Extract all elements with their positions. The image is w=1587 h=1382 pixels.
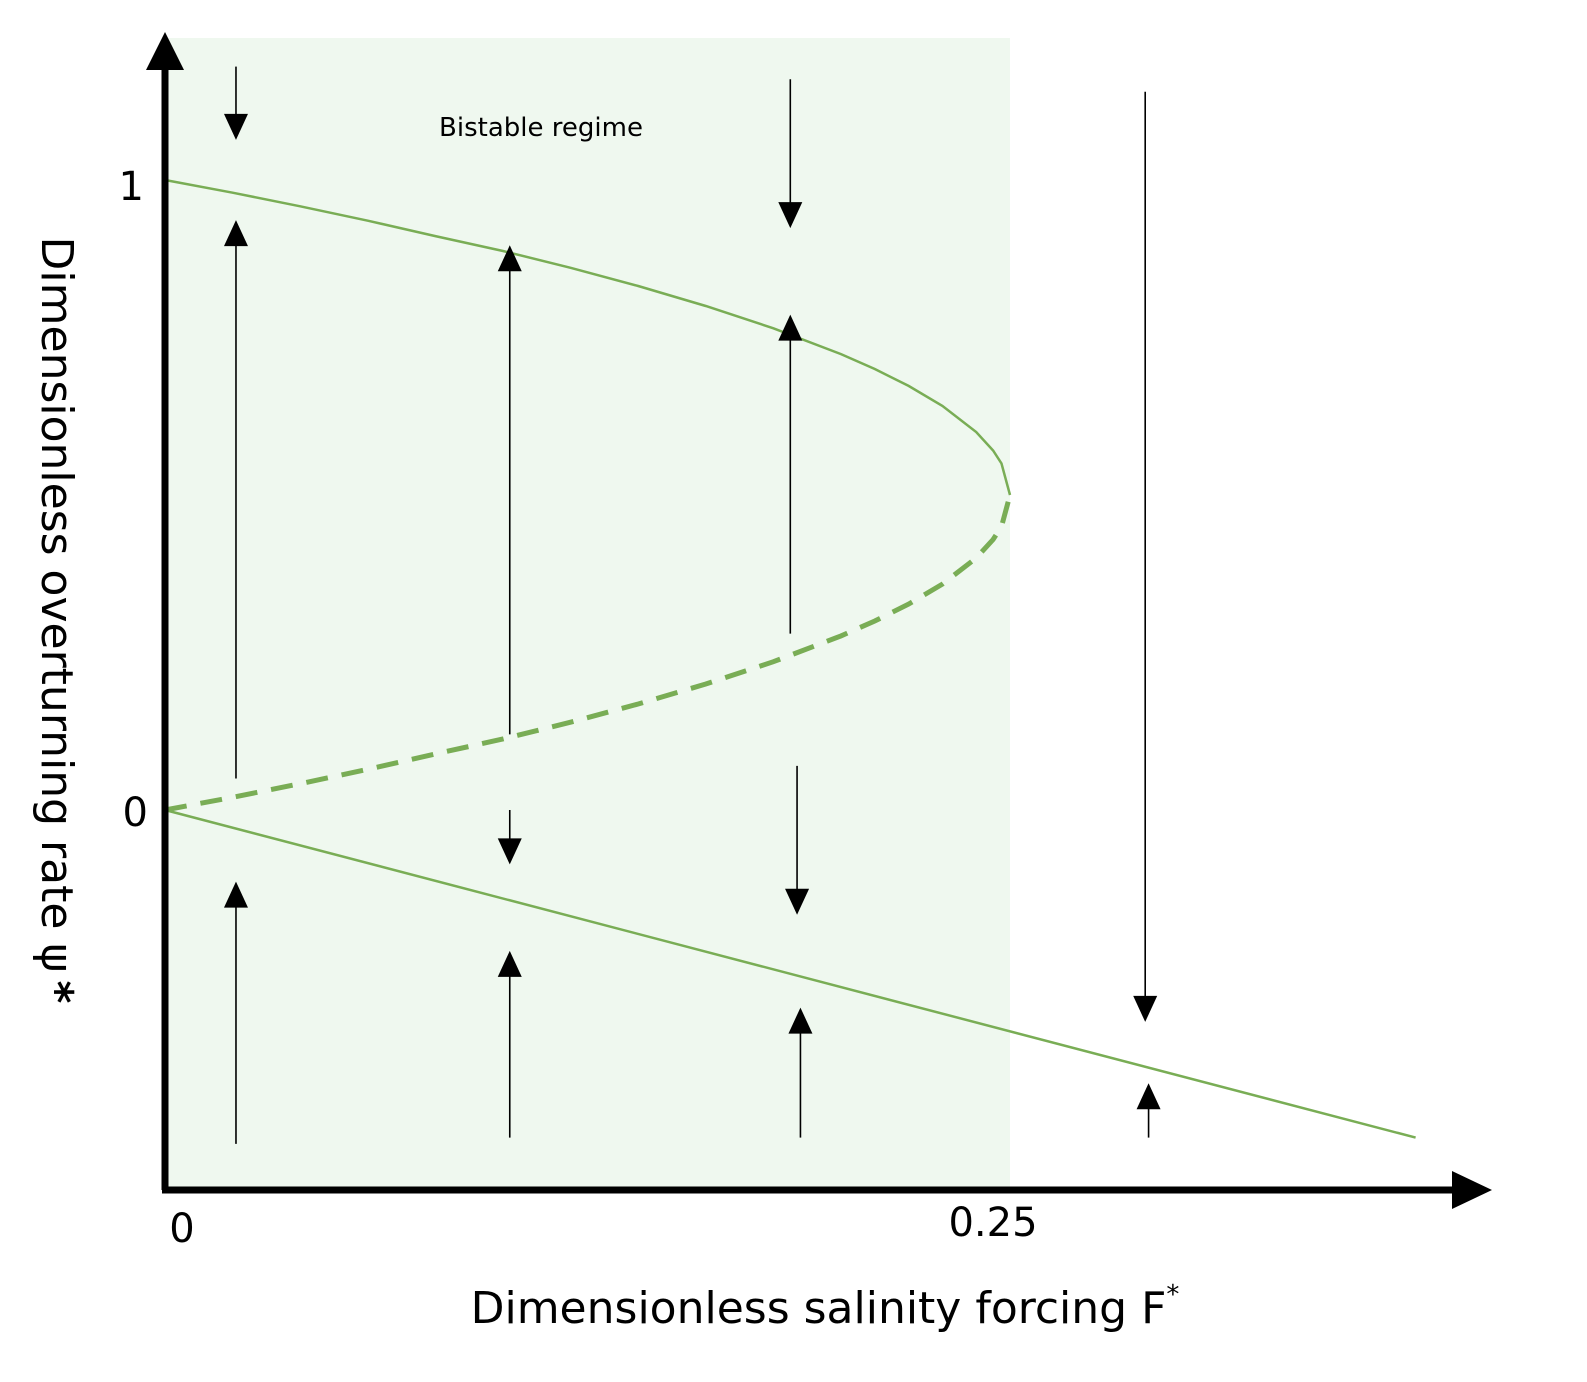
x-axis-arrowhead	[1452, 1171, 1492, 1209]
y-tick-label-1: 1	[119, 164, 144, 210]
flow-arrow-7	[778, 314, 803, 634]
x-tick-label-1: 0.25	[948, 1200, 1037, 1246]
arrowhead-up-icon	[497, 245, 522, 272]
arrowhead-down-icon	[785, 888, 810, 915]
x-axis-title-superscript: *	[1166, 1280, 1179, 1310]
flow-arrow-6	[778, 79, 803, 229]
flow-arrow-11	[1136, 1083, 1161, 1138]
arrowhead-up-icon	[497, 950, 522, 977]
arrowhead-down-icon	[497, 838, 522, 865]
arrowhead-up-icon	[223, 881, 248, 908]
arrowhead-up-icon	[223, 220, 248, 247]
y-axis-arrowhead	[146, 32, 184, 70]
y-axis-title-superscript: *	[31, 980, 82, 1003]
flow-arrow-10	[1133, 91, 1158, 1022]
flow-arrow-2	[223, 881, 248, 1144]
arrowhead-up-icon	[1136, 1083, 1161, 1110]
flow-arrow-9	[788, 1007, 813, 1138]
unstable-branch-1	[164, 494, 1013, 813]
arrowhead-down-icon	[223, 113, 248, 140]
stable-branch-2	[164, 808, 1416, 1139]
arrowhead-up-icon	[788, 1007, 813, 1034]
axes	[146, 32, 1492, 1209]
x-axis-title: Dimensionless salinity forcing F*	[471, 1280, 1180, 1334]
region-label: Bistable regime	[439, 113, 643, 143]
curves	[164, 178, 1416, 1139]
arrowhead-up-icon	[778, 314, 803, 341]
x-axis-title-text: Dimensionless salinity forcing F	[471, 1283, 1167, 1334]
bistable-region	[165, 38, 1010, 1190]
flow-arrow-4	[497, 810, 522, 865]
y-axis-title: Dimensionless overturning rate ψ *	[31, 237, 82, 1004]
flow-arrows	[223, 66, 1161, 1144]
x-tick-label-0: 0	[169, 1206, 194, 1252]
y-axis-title-text: Dimensionless overturning rate ψ	[31, 237, 82, 973]
flow-arrow-8	[785, 765, 810, 915]
flow-arrow-0	[223, 66, 248, 140]
flow-arrow-3	[497, 245, 522, 735]
arrowhead-down-icon	[1133, 995, 1158, 1022]
arrowhead-down-icon	[778, 202, 803, 229]
y-tick-label-0: 0	[123, 790, 148, 836]
flow-arrow-5	[497, 950, 522, 1138]
flow-arrow-1	[223, 220, 248, 779]
stable-branch-0	[164, 178, 1012, 496]
